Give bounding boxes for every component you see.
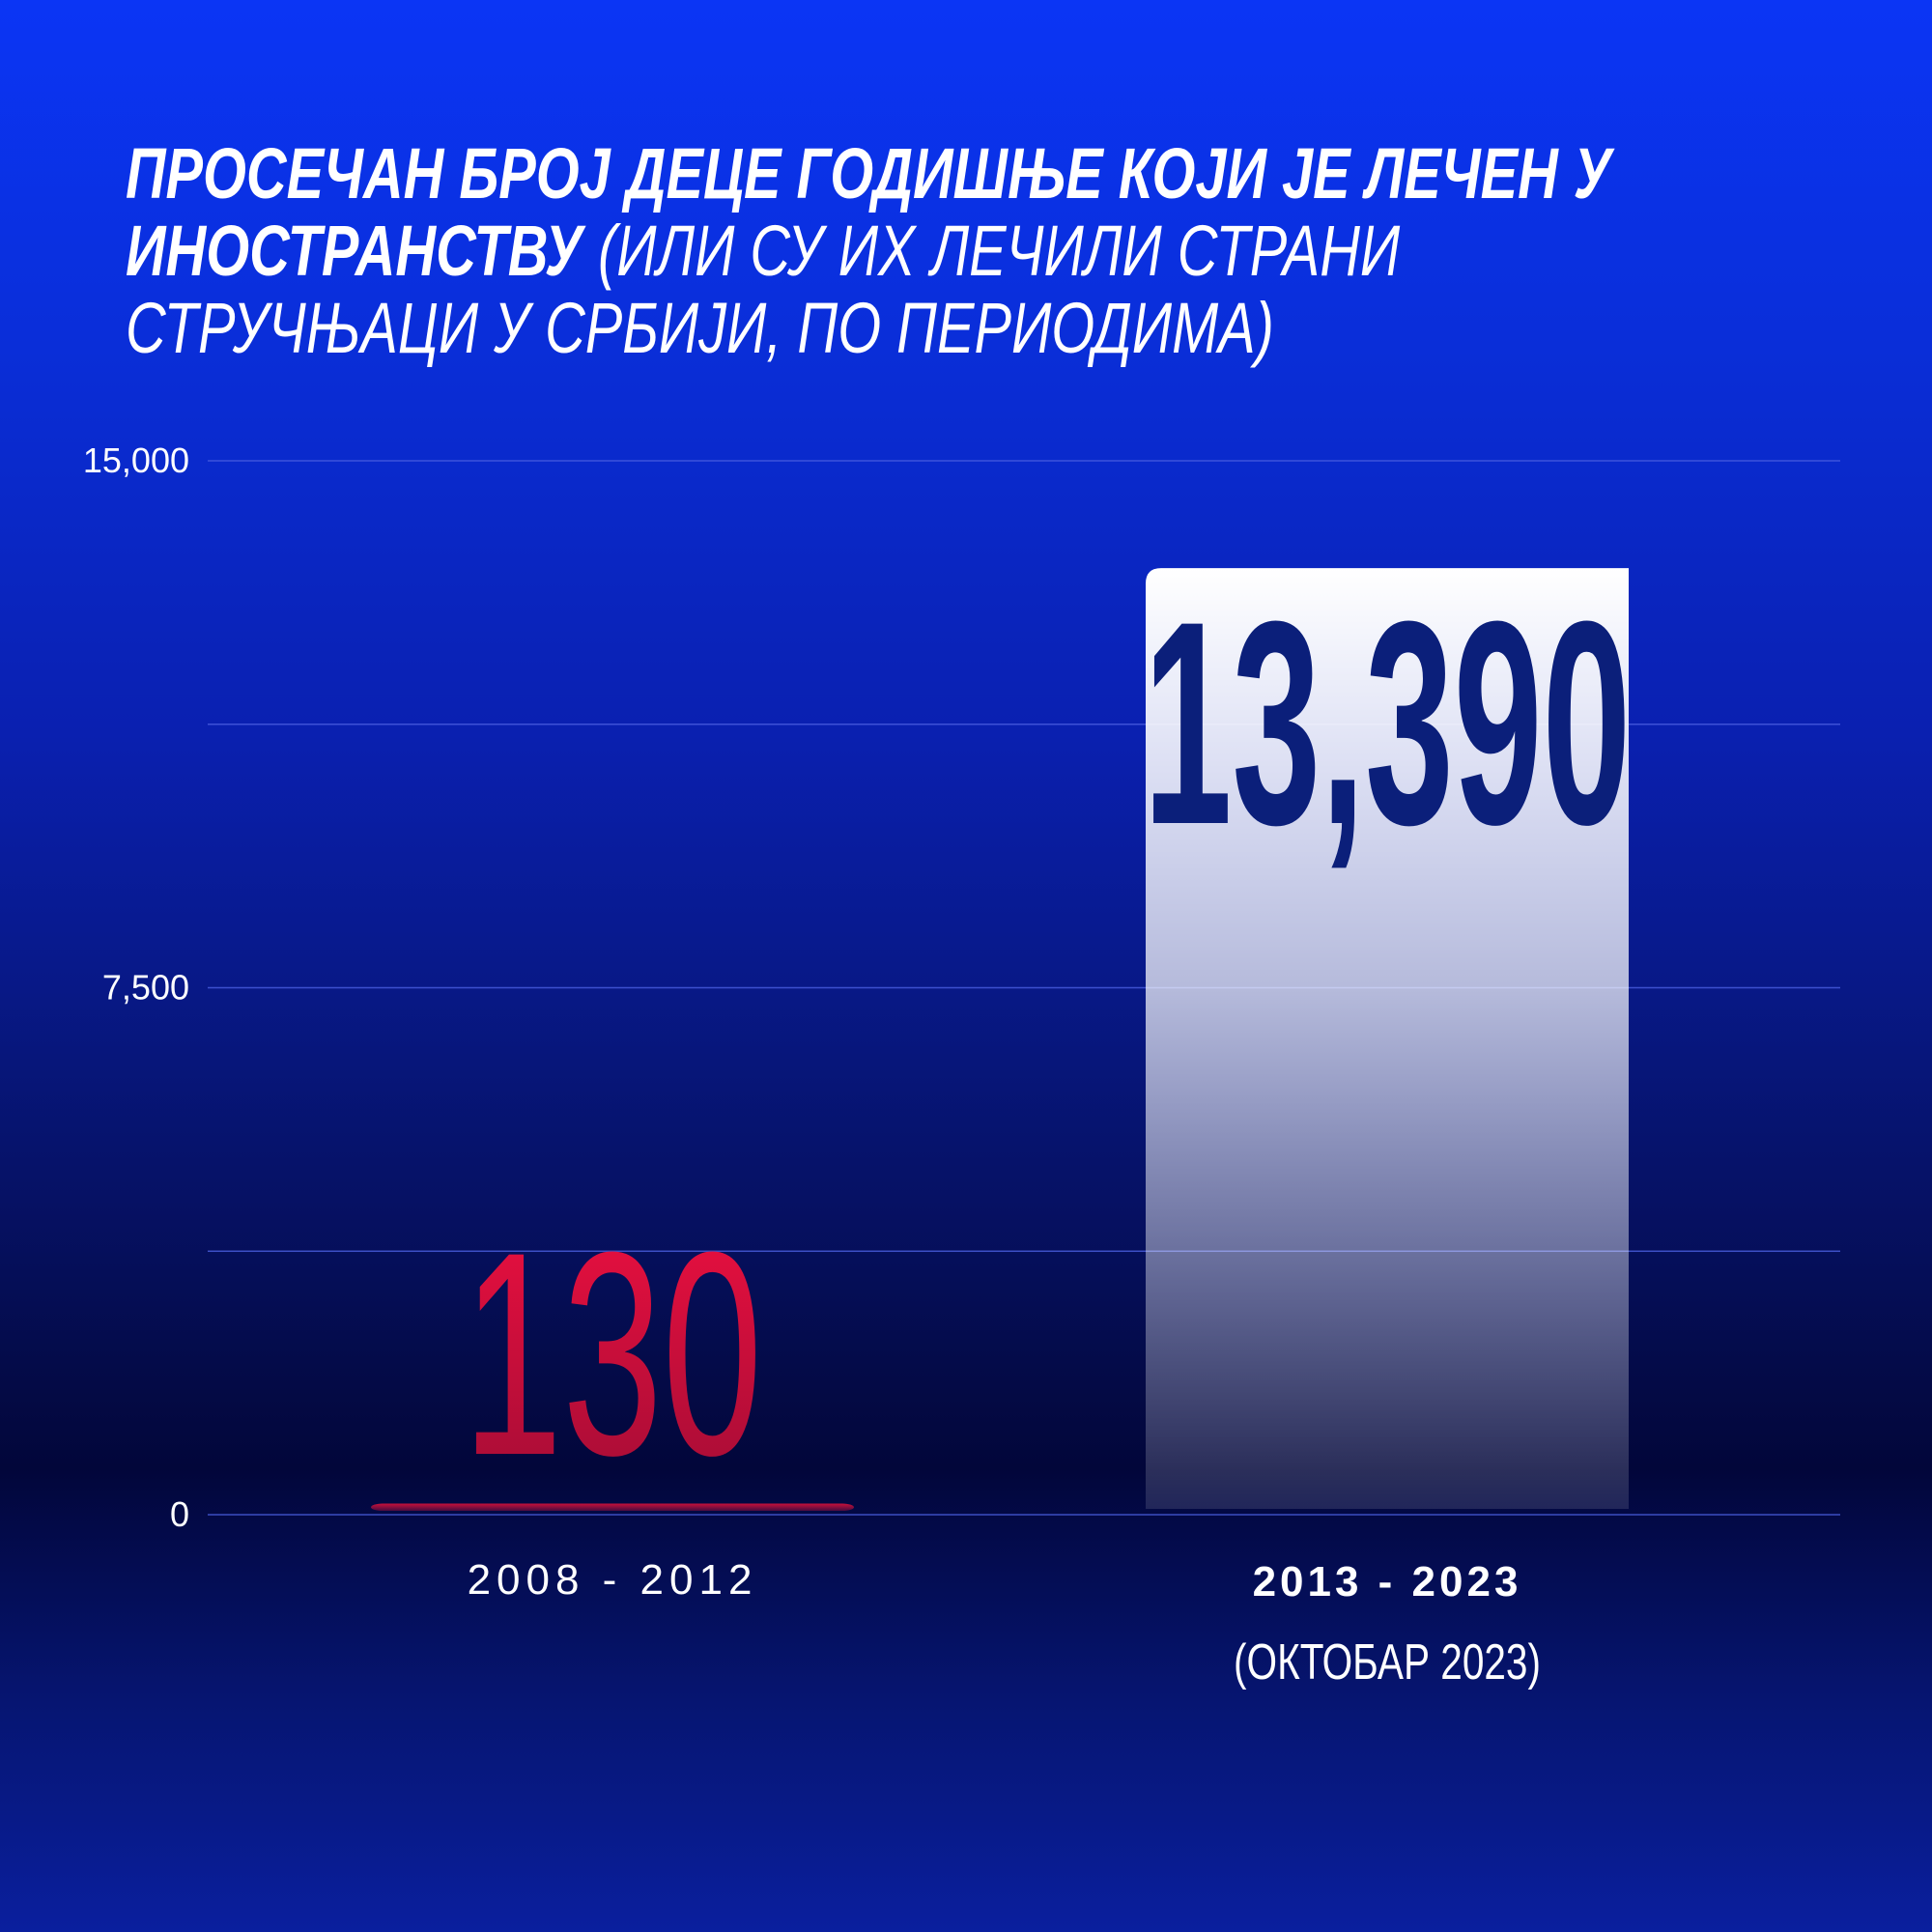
bar-2008-2012	[371, 1503, 854, 1511]
x-category-label-2013-2023: 2013 - 2023	[1253, 1558, 1522, 1605]
y-tick-label: 0	[170, 1494, 189, 1534]
title-line-3: СТРУЧЊАЦИ У СРБИЈИ, ПО ПЕРИОДИМА)	[126, 288, 1274, 368]
chart-title: ПРОСЕЧАН БРОЈ ДЕЦЕ ГОДИШЊЕ КОЈИ ЈЕ ЛЕЧЕН…	[126, 135, 1783, 367]
title-line-1: ПРОСЕЧАН БРОЈ ДЕЦЕ ГОДИШЊЕ КОЈИ ЈЕ ЛЕЧЕН…	[126, 133, 1611, 213]
y-tick-label: 15,000	[83, 440, 189, 480]
x-category-sublabel: (ОКТОБАР 2023)	[1234, 1634, 1541, 1690]
y-tick-label: 7,500	[102, 968, 189, 1008]
title-line-2-bold: ИНОСТРАНСТВУ	[126, 211, 582, 291]
title-line-2-rest: (ИЛИ СУ ИХ ЛЕЧИЛИ СТРАНИ	[582, 211, 1401, 291]
value-label-2013-2023: 13,390	[1144, 562, 1632, 886]
value-label-2008-2012: 130	[463, 1191, 762, 1515]
bar-2013-2023	[1146, 568, 1629, 1509]
x-category-label-2008-2012: 2008 - 2012	[468, 1556, 758, 1604]
